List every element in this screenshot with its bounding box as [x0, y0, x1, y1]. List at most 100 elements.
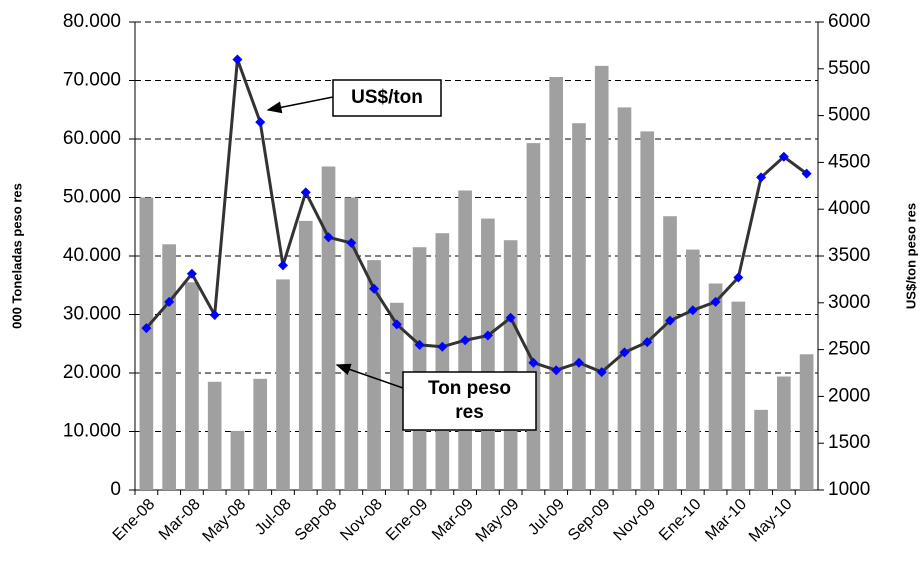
- marker: [733, 272, 744, 283]
- marker: [778, 151, 789, 162]
- marker: [209, 309, 220, 320]
- bar: [685, 249, 700, 490]
- marker: [642, 337, 653, 348]
- marker: [710, 296, 721, 307]
- line: [145, 58, 808, 374]
- y-tick-label: 10.000: [63, 421, 121, 442]
- marker: [164, 296, 175, 307]
- marker: [186, 268, 197, 279]
- marker: [460, 335, 471, 346]
- y2-axis-title: US$/ton peso res: [903, 203, 918, 309]
- x-tick-label: Jul-08: [252, 496, 295, 539]
- y-tick-label: 80.000: [63, 11, 121, 32]
- arrow: [266, 96, 334, 114]
- x-tick-label: Sep-08: [292, 496, 341, 545]
- y-tick-label: 20.000: [63, 362, 121, 383]
- annotation: US$/ton: [351, 87, 423, 108]
- y2-tick-label: 5500: [828, 58, 870, 79]
- x-tick-label: Mar-09: [429, 496, 477, 544]
- y-tick-label: 70.000: [63, 70, 121, 91]
- marker: [687, 305, 698, 316]
- marker: [369, 283, 380, 294]
- marker: [300, 187, 311, 198]
- x-tick-label: May-08: [200, 496, 250, 546]
- x-tick-label: Ene-09: [383, 496, 432, 545]
- marker: [756, 172, 767, 183]
- y2-tick-label: 4500: [828, 151, 870, 172]
- bar: [298, 220, 313, 490]
- x-tick-label: Ene-10: [656, 496, 705, 545]
- bar: [708, 283, 723, 490]
- bar: [321, 166, 336, 490]
- y-tick-label: 50.000: [63, 187, 121, 208]
- marker: [323, 232, 334, 243]
- bar: [731, 301, 746, 490]
- y2-tick-label: 4000: [828, 198, 870, 219]
- annotation-text: US$/ton: [351, 87, 423, 108]
- bar: [594, 65, 609, 490]
- marker: [505, 312, 516, 323]
- y2-tick-label: 3000: [828, 292, 870, 313]
- y2-tick-label: 2000: [828, 385, 870, 406]
- x-tick-label: Nov-09: [611, 496, 660, 545]
- y-tick-label: 60.000: [63, 128, 121, 149]
- bar: [412, 247, 427, 490]
- bar: [481, 218, 495, 490]
- bar: [617, 107, 632, 490]
- annotation-text: Ton peso res: [427, 378, 512, 423]
- bar: [253, 378, 268, 490]
- x-tick-label: Ene-08: [110, 496, 159, 545]
- bar: [640, 131, 655, 490]
- y-tick-label: 30.000: [63, 304, 121, 325]
- y2-tick-label: 1500: [828, 432, 870, 453]
- bar: [185, 282, 199, 490]
- bar: [230, 430, 245, 490]
- marker: [665, 315, 676, 326]
- bar: [754, 409, 768, 490]
- marker: [482, 330, 493, 341]
- annotation-box: [402, 371, 537, 431]
- marker: [528, 357, 539, 368]
- marker: [414, 339, 425, 350]
- bar: [367, 260, 381, 490]
- y2-tick-label: 3500: [828, 245, 870, 266]
- bar: [389, 302, 404, 490]
- x-tick-label: Mar-08: [156, 496, 204, 544]
- bar: [344, 197, 359, 490]
- annotation-box: [332, 79, 442, 117]
- bar: [139, 197, 154, 490]
- bar: [572, 123, 586, 490]
- x-tick-label: Sep-09: [565, 496, 614, 545]
- arrow: [335, 363, 404, 389]
- marker: [346, 237, 357, 248]
- bar: [162, 244, 176, 490]
- y2-tick-label: 2500: [828, 339, 870, 360]
- marker: [391, 319, 402, 330]
- y2-tick-label: 6000: [828, 11, 870, 32]
- bar: [777, 376, 791, 490]
- marker: [277, 260, 288, 271]
- bar: [207, 381, 222, 490]
- x-tick-label: Jul-09: [525, 496, 568, 539]
- bar: [663, 216, 677, 490]
- marker: [551, 365, 562, 376]
- marker: [232, 54, 243, 65]
- bar: [549, 76, 564, 491]
- y2-tick-label: 1000: [828, 479, 870, 500]
- y-axis-title: 000 Toneladas peso res: [9, 183, 24, 329]
- marker: [801, 168, 812, 179]
- y-tick-label: 0: [110, 479, 121, 500]
- plot-area: 0 10.000 20.000 30.000 40.000 50.000 60.000 70.…: [63, 11, 870, 546]
- marker: [255, 117, 266, 128]
- marker: [596, 367, 607, 378]
- marker: [141, 323, 152, 334]
- marker: [619, 347, 630, 358]
- x-tick-label: May-10: [746, 496, 796, 546]
- bar: [435, 233, 450, 490]
- bar: [526, 143, 541, 490]
- bar: [799, 354, 814, 490]
- y-tick-label: 40.000: [63, 245, 121, 266]
- marker: [573, 357, 584, 368]
- marker: [437, 341, 448, 352]
